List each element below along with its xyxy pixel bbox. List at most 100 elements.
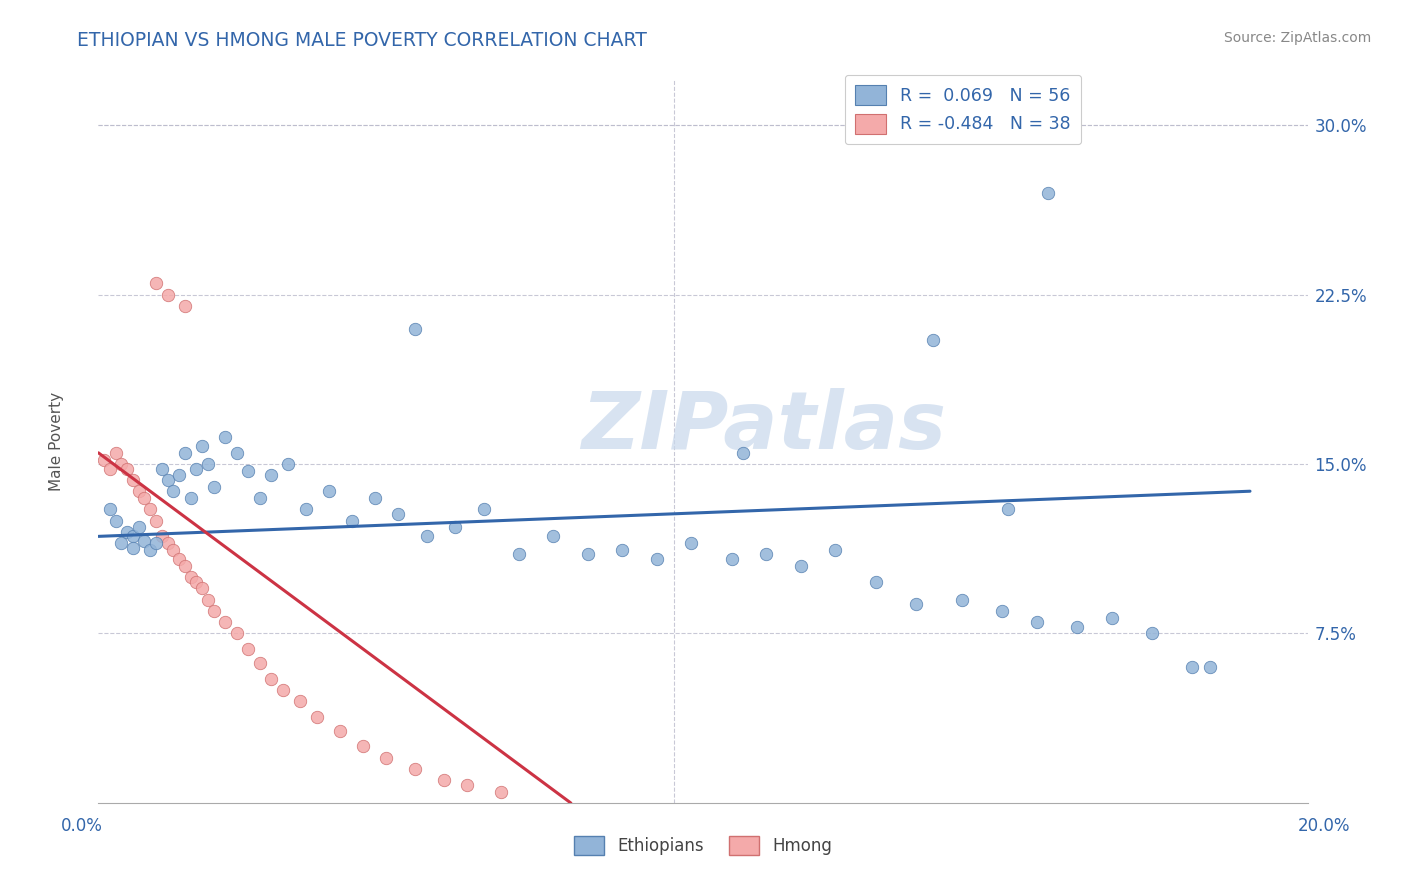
Point <box>104 446 127 460</box>
Point <box>645 552 668 566</box>
Point <box>543 529 565 543</box>
Point <box>404 321 426 335</box>
Point <box>214 615 236 630</box>
Point <box>93 452 115 467</box>
Point <box>98 502 121 516</box>
Point <box>180 491 202 505</box>
Point <box>249 491 271 505</box>
Point <box>191 439 214 453</box>
Point <box>197 457 219 471</box>
Point <box>98 461 121 475</box>
Text: ETHIOPIAN VS HMONG MALE POVERTY CORRELATION CHART: ETHIOPIAN VS HMONG MALE POVERTY CORRELAT… <box>77 31 647 50</box>
Point <box>415 529 437 543</box>
Point <box>236 464 259 478</box>
Point <box>150 461 173 475</box>
Point <box>720 552 742 566</box>
Point <box>950 592 973 607</box>
Point <box>576 548 599 562</box>
Text: ZIPatlas: ZIPatlas <box>581 388 946 467</box>
Point <box>472 502 495 516</box>
Point <box>1181 660 1204 674</box>
Point <box>122 473 145 487</box>
Point <box>122 529 145 543</box>
Point <box>115 461 138 475</box>
Point <box>1038 186 1060 201</box>
Point <box>145 277 167 291</box>
Point <box>191 582 214 596</box>
Point <box>128 484 150 499</box>
Point <box>225 446 247 460</box>
Point <box>271 682 294 697</box>
Point <box>139 542 162 557</box>
Point <box>612 542 634 557</box>
Point <box>991 604 1014 618</box>
Point <box>1026 615 1049 630</box>
Point <box>104 514 127 528</box>
Point <box>294 502 316 516</box>
Point <box>352 739 374 754</box>
Point <box>364 491 387 505</box>
Point <box>1198 660 1220 674</box>
Point <box>387 507 409 521</box>
Point <box>167 468 190 483</box>
Point <box>318 484 340 499</box>
Point <box>156 473 179 487</box>
Point <box>824 542 846 557</box>
Point <box>491 784 513 798</box>
Point <box>173 558 195 573</box>
Point <box>790 558 813 573</box>
Point <box>162 484 184 499</box>
Legend: Ethiopians, Hmong: Ethiopians, Hmong <box>565 827 841 863</box>
Point <box>128 520 150 534</box>
Point <box>122 541 145 555</box>
Point <box>115 524 138 539</box>
Point <box>905 597 928 611</box>
Point <box>236 642 259 657</box>
Point <box>180 570 202 584</box>
Point <box>260 468 283 483</box>
Text: 0.0%: 0.0% <box>60 817 103 835</box>
Point <box>1101 610 1123 624</box>
Point <box>375 750 398 764</box>
Point <box>1140 626 1163 640</box>
Point <box>997 502 1019 516</box>
Point <box>922 333 945 347</box>
Point <box>1066 620 1088 634</box>
Point <box>110 536 132 550</box>
Point <box>145 514 167 528</box>
Point <box>755 548 778 562</box>
Point <box>444 520 467 534</box>
Point <box>186 461 208 475</box>
Point <box>433 773 456 788</box>
Point <box>139 502 162 516</box>
Point <box>173 446 195 460</box>
Point <box>134 491 156 505</box>
Point <box>110 457 132 471</box>
Point <box>249 656 271 670</box>
Text: 20.0%: 20.0% <box>1298 817 1351 835</box>
Point <box>733 446 755 460</box>
Point <box>340 514 363 528</box>
Text: Male Poverty: Male Poverty <box>49 392 63 491</box>
Point <box>202 604 225 618</box>
Point <box>288 694 311 708</box>
Point <box>156 536 179 550</box>
Point <box>260 672 283 686</box>
Point <box>277 457 299 471</box>
Point <box>202 480 225 494</box>
Point <box>134 533 156 548</box>
Point <box>173 299 195 313</box>
Point <box>156 287 179 301</box>
Point <box>197 592 219 607</box>
Point <box>508 548 530 562</box>
Text: Source: ZipAtlas.com: Source: ZipAtlas.com <box>1223 31 1371 45</box>
Point <box>404 762 426 776</box>
Point <box>167 552 190 566</box>
Point <box>225 626 247 640</box>
Point <box>329 723 352 738</box>
Point <box>456 778 478 792</box>
Point <box>186 574 208 589</box>
Point <box>150 529 173 543</box>
Point <box>681 536 703 550</box>
Point <box>865 574 887 589</box>
